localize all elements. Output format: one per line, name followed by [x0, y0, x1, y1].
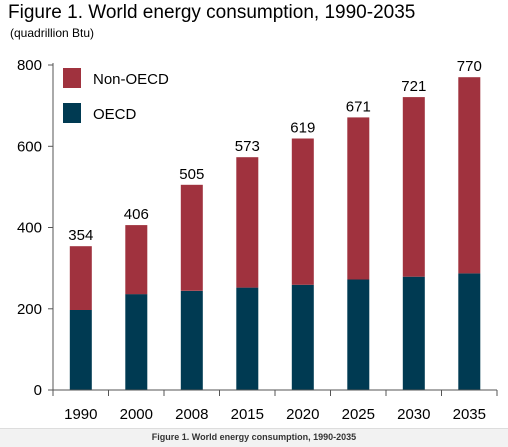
total-label-2000: 406 — [124, 206, 149, 223]
x-tick-label-2015: 2015 — [231, 406, 264, 423]
y-tick-label-800: 800 — [17, 57, 42, 74]
x-tick-label-1990: 1990 — [64, 406, 97, 423]
bar-non-oecd-2008 — [180, 184, 203, 291]
bar-oecd-2025 — [347, 279, 370, 390]
bar-group — [69, 77, 481, 390]
bar-oecd-2030 — [402, 276, 425, 390]
total-labels: 354 406 505 573 619 671 721 770 — [68, 58, 482, 244]
y-tick-label-200: 200 — [17, 301, 42, 318]
axes: 1990 2000 2008 2015 2020 2025 2030 2035 0 200 400 6… — [17, 57, 498, 423]
chart-subtitle: (quadrillion Btu) — [10, 26, 95, 40]
y-tick-label-400: 400 — [17, 220, 42, 237]
bar-oecd-1990 — [69, 310, 92, 390]
x-tick-label-2025: 2025 — [342, 406, 375, 423]
caption-bar: Figure 1. World energy consumption, 1990… — [0, 428, 508, 447]
bar-oecd-2015 — [236, 287, 259, 390]
x-tick-label-2035: 2035 — [453, 406, 486, 423]
x-tick-label-2008: 2008 — [175, 406, 208, 423]
total-label-2020: 619 — [290, 120, 315, 137]
bar-oecd-2000 — [125, 294, 148, 390]
total-label-1990: 354 — [68, 227, 93, 244]
legend-label-non-oecd: Non-OECD — [93, 71, 169, 88]
bar-non-oecd-2025 — [347, 117, 370, 280]
figure-caption: Figure 1. World energy consumption, 1990… — [151, 432, 357, 442]
y-tick-label-600: 600 — [17, 138, 42, 155]
total-label-2025: 671 — [346, 98, 371, 115]
stacked-bar-chart: Non-OECD OECD 354 406 505 573 619 671 721 770 19… — [17, 57, 498, 423]
x-tick-label-2000: 2000 — [120, 406, 153, 423]
chart-title: Figure 1. World energy consumption, 1990… — [8, 2, 416, 23]
y-tick-label-0: 0 — [34, 382, 42, 399]
total-label-2030: 721 — [401, 78, 426, 95]
bar-non-oecd-2015 — [236, 157, 259, 288]
legend-swatch-non-oecd — [63, 68, 81, 88]
bar-non-oecd-2030 — [402, 97, 425, 277]
bar-non-oecd-2035 — [458, 77, 481, 274]
total-label-2015: 573 — [235, 138, 260, 155]
bar-oecd-2008 — [180, 290, 203, 390]
legend-label-oecd: OECD — [93, 106, 137, 123]
chart-legend: Non-OECD OECD — [63, 68, 169, 123]
total-label-2035: 770 — [457, 58, 482, 75]
bar-non-oecd-1990 — [69, 246, 92, 310]
bar-oecd-2035 — [458, 273, 481, 390]
bar-non-oecd-2020 — [291, 138, 314, 285]
x-tick-label-2030: 2030 — [397, 406, 430, 423]
total-label-2008: 505 — [179, 166, 204, 183]
legend-swatch-oecd — [63, 103, 81, 123]
x-tick-label-2020: 2020 — [286, 406, 319, 423]
bar-non-oecd-2000 — [125, 225, 148, 295]
bar-oecd-2020 — [291, 284, 314, 390]
